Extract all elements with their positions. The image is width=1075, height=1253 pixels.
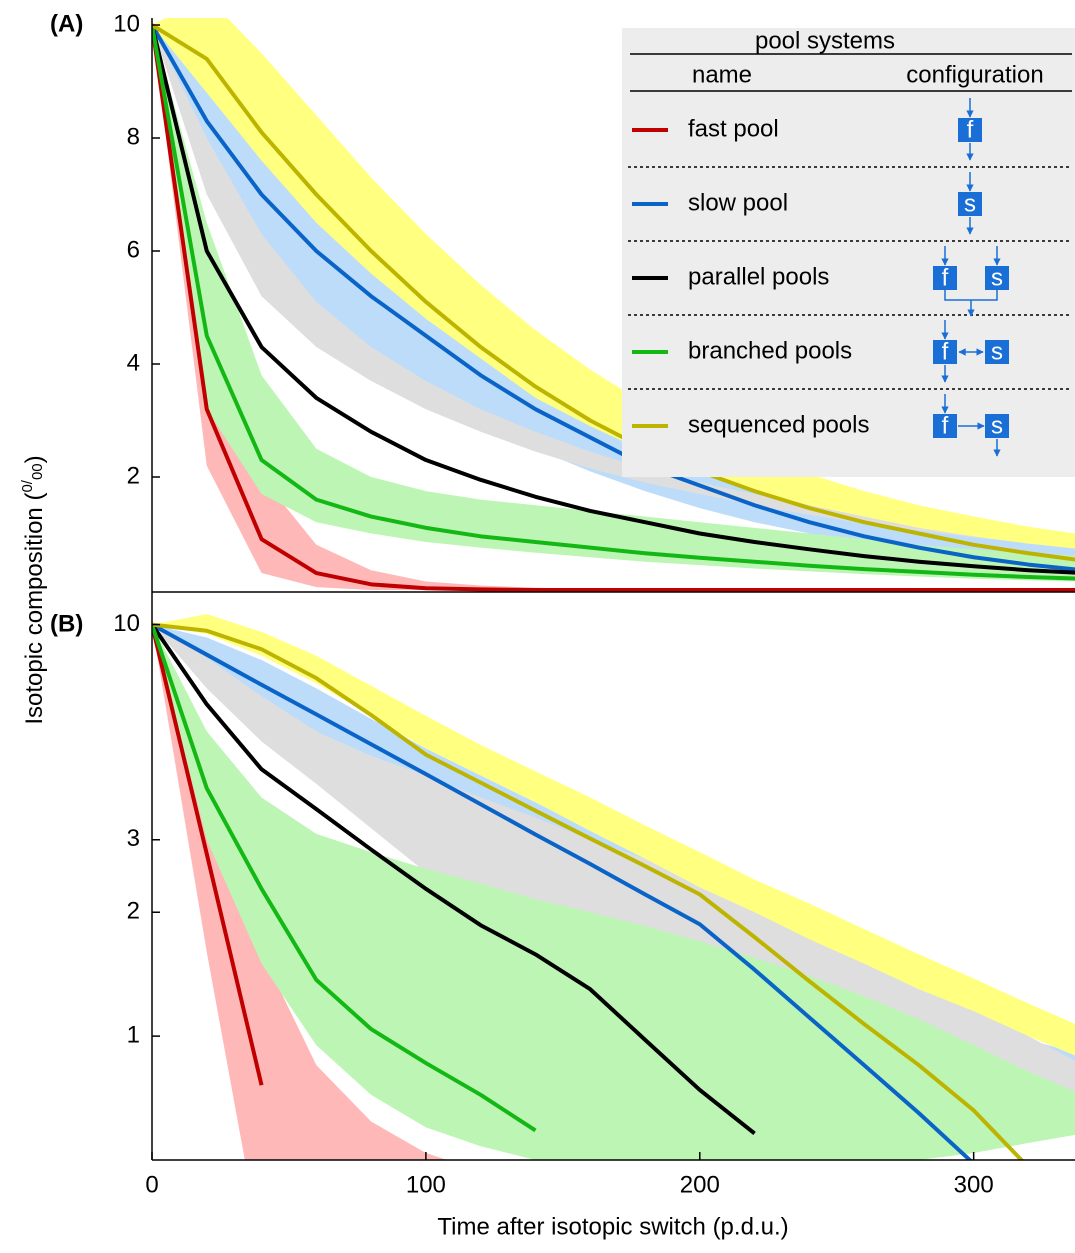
series-line [152, 24, 1075, 581]
series-line [152, 622, 1025, 1160]
x-axis-label: Time after isotopic switch (p.d.u.) [437, 1213, 788, 1240]
config-box [985, 340, 1009, 364]
x-tick-label: 200 [680, 1171, 720, 1198]
config-label: s [991, 264, 1003, 291]
y-tick-label: 2 [127, 462, 140, 489]
config-label: s [991, 338, 1003, 365]
band [152, 25, 1075, 590]
series-line [152, 23, 1075, 562]
series-line [152, 624, 264, 1086]
legend-title: pool systems [755, 27, 895, 54]
config-box [933, 340, 957, 364]
config-label: f [942, 412, 949, 439]
y-label-slash: / [19, 479, 36, 484]
config-box [933, 414, 957, 438]
y-tick-label: 2 [127, 898, 140, 925]
y-tick-label: 1 [127, 1021, 140, 1048]
lines [152, 23, 1075, 592]
y-label-sup: 0 [19, 484, 36, 492]
config-box [958, 192, 982, 216]
band [152, 614, 1075, 1056]
band [152, 624, 1075, 1160]
band [152, 18, 1075, 549]
y-axis-label: Isotopic composition (0/00) [19, 455, 48, 724]
bands [152, 18, 1075, 590]
lines [152, 622, 1025, 1160]
y-tick-label: 10 [113, 10, 140, 37]
config-label: s [964, 190, 976, 217]
config-label: f [942, 338, 949, 365]
band [152, 624, 448, 1160]
legend-column: name [692, 61, 752, 88]
x-tick-label: 100 [406, 1171, 446, 1198]
series-line [152, 24, 1075, 575]
y-tick-label: 6 [127, 236, 140, 263]
config-box [958, 118, 982, 142]
panel-label: (B) [50, 610, 83, 637]
legend-label: branched pools [688, 337, 852, 364]
legend-label: slow pool [688, 189, 788, 216]
series-line [152, 623, 537, 1133]
y-tick-label: 8 [127, 123, 140, 150]
bands [152, 614, 1075, 1160]
series-line [152, 622, 973, 1160]
y-tick-label: 10 [113, 610, 140, 637]
legend-box [622, 28, 1075, 477]
y-label-text: ) [21, 455, 48, 463]
y-tick-label: 4 [127, 349, 140, 376]
series-line [152, 623, 756, 1136]
config-box [985, 266, 1009, 290]
legend-column: configuration [906, 61, 1043, 88]
series-line [152, 24, 1075, 592]
y-label-text: Isotopic composition ( [21, 493, 48, 725]
config-box [933, 266, 957, 290]
config-box [985, 414, 1009, 438]
x-tick-label: 0 [145, 1171, 158, 1198]
config-label: f [967, 116, 974, 143]
legend-label: sequenced pools [688, 411, 869, 438]
config-label: f [942, 264, 949, 291]
x-tick-label: 300 [954, 1171, 994, 1198]
panel-label: (A) [50, 10, 83, 37]
config-label: s [991, 412, 1003, 439]
y-tick-label: 3 [127, 825, 140, 852]
legend-label: parallel pools [688, 263, 829, 290]
y-label-sub: 00 [29, 463, 46, 480]
legend-label: fast pool [688, 115, 779, 142]
series-line [152, 24, 1075, 572]
